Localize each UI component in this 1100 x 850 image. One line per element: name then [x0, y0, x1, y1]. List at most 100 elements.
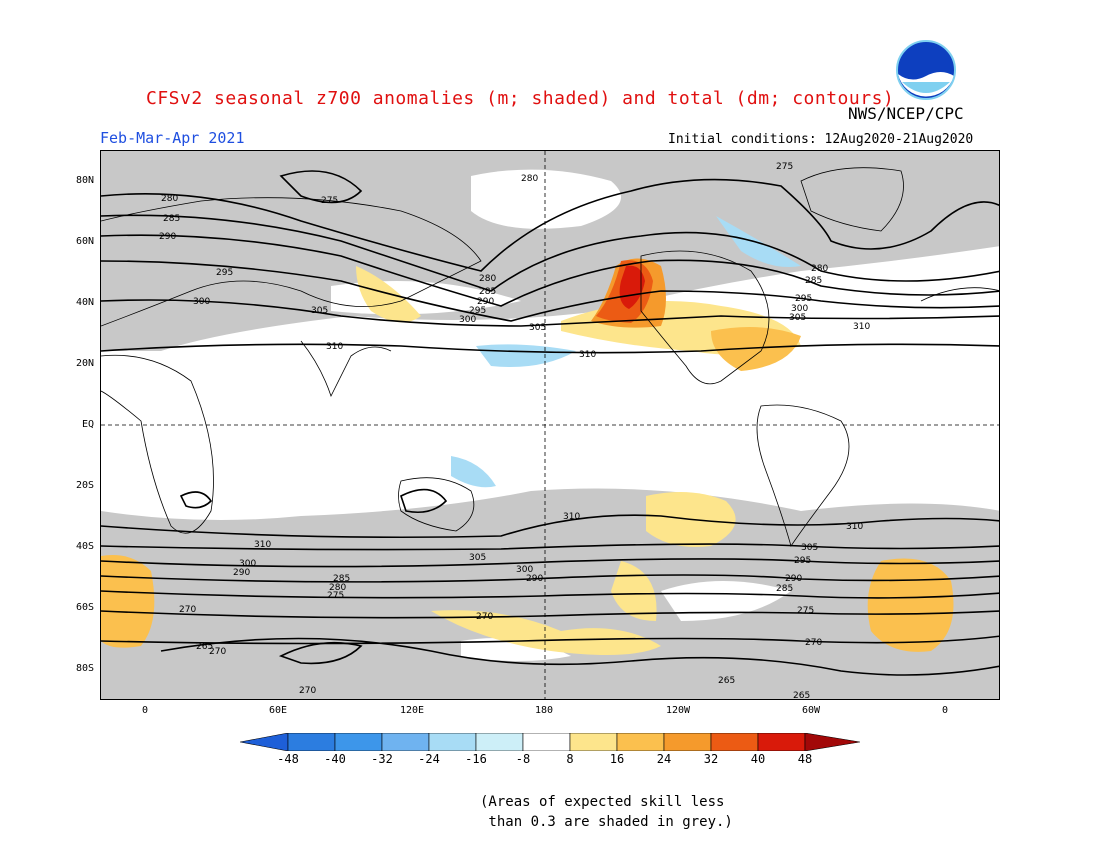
contour-label: 280 — [161, 194, 178, 204]
colorbar-label: -40 — [324, 752, 346, 766]
contour-label: 285 — [163, 214, 180, 224]
contour-label: 305 — [469, 553, 486, 563]
lon-label: 0 — [941, 705, 949, 716]
contour-label: 290 — [785, 574, 802, 584]
colorbar-label: -24 — [418, 752, 440, 766]
initial-conditions-label: Initial conditions: 12Aug2020-21Aug2020 — [668, 132, 974, 147]
contour-label: 305 — [789, 313, 806, 323]
contour-label: 275 — [776, 162, 793, 172]
map-title: CFSv2 seasonal z700 anomalies (m; shaded… — [146, 88, 895, 109]
lat-label: 80N — [75, 175, 94, 186]
colorbar-label: -16 — [465, 752, 487, 766]
colorbar-label: 32 — [703, 752, 719, 766]
colorbar-bin — [710, 733, 759, 751]
colorbar-bin — [475, 733, 524, 751]
lat-label: 40S — [75, 541, 94, 552]
contour-value-labels: 280 275 275 280 285 290 295 300 305 310 … — [159, 162, 870, 700]
colorbar-high-arrow — [804, 733, 860, 751]
lon-label: 60W — [801, 705, 821, 716]
colorbar-bin — [522, 733, 571, 751]
anomaly-colorbar — [240, 733, 860, 751]
lon-label: 120E — [399, 705, 425, 716]
contour-label: 310 — [563, 512, 580, 522]
colorbar-label: 48 — [797, 752, 813, 766]
contour-label: 280 — [479, 274, 496, 284]
contour-label: 290 — [159, 232, 176, 242]
contour-label: 275 — [797, 606, 814, 616]
colorbar-label: 40 — [750, 752, 766, 766]
agency-label: NWS/NCEP/CPC — [848, 104, 964, 123]
contour-label: 310 — [326, 342, 343, 352]
colorbar-bin — [616, 733, 665, 751]
contour-label: 285 — [479, 287, 496, 297]
map-canvas: 280 275 275 280 285 290 295 300 305 310 … — [101, 151, 999, 700]
contour-label: 275 — [327, 591, 344, 601]
positive-anomaly-regions — [101, 258, 954, 655]
contour-label: 265 — [793, 691, 810, 700]
contour-label: 270 — [209, 647, 226, 657]
contour-label: 300 — [459, 315, 476, 325]
colorbar-bin — [428, 733, 477, 751]
lon-label: 0 — [141, 705, 149, 716]
contour-label: 265 — [196, 642, 213, 652]
height-contours — [101, 170, 999, 676]
skill-footnote: (Areas of expected skill less than 0.3 a… — [480, 794, 733, 830]
contour-label: 285 — [333, 574, 350, 584]
lon-label: 60E — [268, 705, 288, 716]
contour-label: 280 — [329, 583, 346, 593]
contour-label: 300 — [516, 565, 533, 575]
contour-label: 310 — [579, 350, 596, 360]
contour-label: 280 — [811, 264, 828, 274]
lat-label: 80S — [75, 663, 94, 674]
colorbar-bin — [287, 733, 336, 751]
contour-label: 310 — [853, 322, 870, 332]
colorbar-label: -32 — [371, 752, 393, 766]
noaa-logo — [896, 40, 956, 100]
lat-label: 40N — [75, 297, 94, 308]
colorbar-low-arrow — [240, 733, 289, 751]
contour-label: 305 — [311, 306, 328, 316]
contour-label: 305 — [801, 543, 818, 553]
colorbar-bin — [381, 733, 430, 751]
lat-label: 60N — [75, 236, 94, 247]
contour-label: 300 — [239, 559, 256, 569]
contour-label: 280 — [521, 174, 538, 184]
contour-label: 290 — [233, 568, 250, 578]
season-label: Feb-Mar-Apr 2021 — [100, 129, 245, 147]
colorbar-bin — [334, 733, 383, 751]
low-skill-grey-regions — [101, 151, 999, 699]
reference-lines — [101, 151, 999, 699]
lat-label: EQ — [81, 419, 94, 430]
lat-label: 20N — [75, 358, 94, 369]
contour-label: 290 — [526, 574, 543, 584]
colorbar-bin — [569, 733, 618, 751]
contour-label: 305 — [529, 323, 546, 333]
colorbar-label: 16 — [609, 752, 625, 766]
contour-label: 295 — [794, 556, 811, 566]
colorbar-label: -8 — [515, 752, 531, 766]
colorbar-label: -48 — [277, 752, 299, 766]
contour-label: 270 — [805, 638, 822, 648]
contour-label: 295 — [469, 306, 486, 316]
contour-label: 285 — [776, 584, 793, 594]
colorbar-label: 24 — [656, 752, 672, 766]
colorbar-bin — [757, 733, 806, 751]
contour-label: 290 — [477, 297, 494, 307]
negative-anomaly-regions — [451, 216, 801, 488]
lon-label: 120W — [665, 705, 691, 716]
contour-label: 285 — [805, 276, 822, 286]
lon-label: 180 — [534, 705, 554, 716]
contour-label: 295 — [795, 294, 812, 304]
contour-label: 310 — [254, 540, 271, 550]
z700-anomaly-map: 280 275 275 280 285 290 295 300 305 310 … — [100, 150, 1000, 700]
lat-label: 20S — [75, 480, 94, 491]
colorbar-bin — [663, 733, 712, 751]
contour-label: 270 — [179, 605, 196, 615]
contour-label: 270 — [476, 612, 493, 622]
contour-label: 265 — [718, 676, 735, 686]
contour-label: 275 — [321, 196, 338, 206]
contour-label: 300 — [193, 297, 210, 307]
contour-label: 295 — [216, 268, 233, 278]
contour-label: 270 — [299, 686, 316, 696]
contour-label: 310 — [846, 522, 863, 532]
